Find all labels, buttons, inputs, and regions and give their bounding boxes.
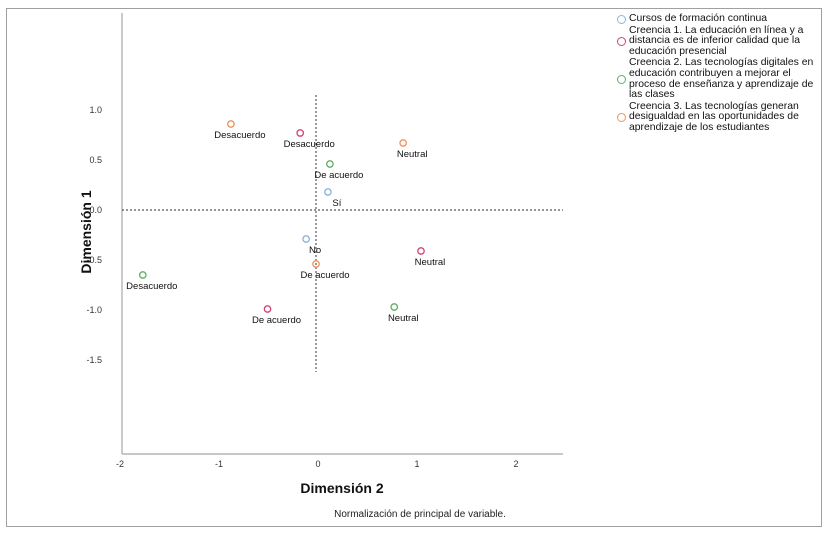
data-label: De acuerdo bbox=[252, 315, 301, 326]
data-label: Neutral bbox=[397, 149, 428, 160]
data-label: Sí bbox=[332, 198, 341, 209]
x-tick-label: 2 bbox=[513, 459, 518, 469]
data-label: Neutral bbox=[388, 313, 419, 324]
axes: -2 -1 0 1 2 1.0 0.5 0.0 -0.5 -1.0 -1.5 bbox=[86, 13, 563, 469]
data-point bbox=[227, 120, 235, 128]
legend-item: Creencia 1. La educación en línea y a di… bbox=[617, 24, 822, 58]
y-tick-label: -1.5 bbox=[86, 355, 102, 365]
data-point bbox=[390, 303, 399, 311]
x-tick-label: 0 bbox=[315, 459, 320, 469]
data-point bbox=[324, 188, 332, 196]
x-tick-label: 1 bbox=[414, 459, 419, 469]
data-point bbox=[263, 305, 272, 313]
y-tick-label: 1.0 bbox=[89, 105, 102, 115]
y-tick-label: 0.5 bbox=[89, 155, 102, 165]
legend-label: Cursos de formación continua bbox=[629, 13, 768, 24]
data-point bbox=[417, 247, 425, 255]
data-label: De acuerdo bbox=[314, 170, 363, 181]
chart-frame bbox=[6, 8, 822, 527]
data-point bbox=[399, 139, 408, 147]
y-tick-label: 0.0 bbox=[89, 205, 102, 215]
y-tick-label: -1.0 bbox=[86, 305, 102, 315]
x-tick-label: -2 bbox=[116, 459, 124, 469]
data-label: No bbox=[309, 245, 321, 256]
legend-circle-icon bbox=[617, 14, 626, 24]
legend-circle-icon bbox=[617, 36, 626, 46]
legend-label: Creencia 1. La educación en línea y a di… bbox=[629, 24, 804, 57]
data-points: Sí No Desacuerdo Neutral De acuerdo De acuerd… bbox=[126, 120, 446, 326]
data-point bbox=[296, 129, 305, 137]
x-axis-label: Dimensión 2 bbox=[300, 480, 383, 496]
legend-circle-icon bbox=[617, 75, 626, 85]
footnote: Normalización de principal de variable. bbox=[334, 509, 506, 520]
data-point bbox=[312, 260, 320, 268]
legend-label: Creencia 2. Las tecnologías digitales en… bbox=[629, 57, 814, 101]
reference-lines bbox=[122, 95, 563, 372]
legend-item: Creencia 3. Las tecnologías generan desi… bbox=[617, 100, 822, 134]
y-tick-label: -0.5 bbox=[86, 255, 102, 265]
data-point bbox=[326, 160, 334, 168]
x-tick-label: -1 bbox=[215, 459, 223, 469]
legend-label: Creencia 3. Las tecnologías generan desi… bbox=[629, 100, 799, 133]
legend: Cursos de formación continua Creencia 1. … bbox=[617, 13, 822, 135]
data-label: Neutral bbox=[415, 257, 446, 268]
data-label: Desacuerdo bbox=[214, 130, 265, 141]
legend-item: Creencia 2. Las tecnologías digitales en… bbox=[617, 58, 822, 100]
data-label: De acuerdo bbox=[300, 270, 349, 281]
data-label: Desacuerdo bbox=[126, 281, 177, 292]
data-label: Desacuerdo bbox=[284, 139, 335, 150]
legend-circle-icon bbox=[617, 113, 626, 123]
data-point bbox=[138, 271, 147, 279]
data-point bbox=[302, 235, 310, 243]
legend-item: Cursos de formación continua bbox=[617, 13, 822, 25]
y-axis-label: Dimensión 1 bbox=[78, 190, 94, 273]
